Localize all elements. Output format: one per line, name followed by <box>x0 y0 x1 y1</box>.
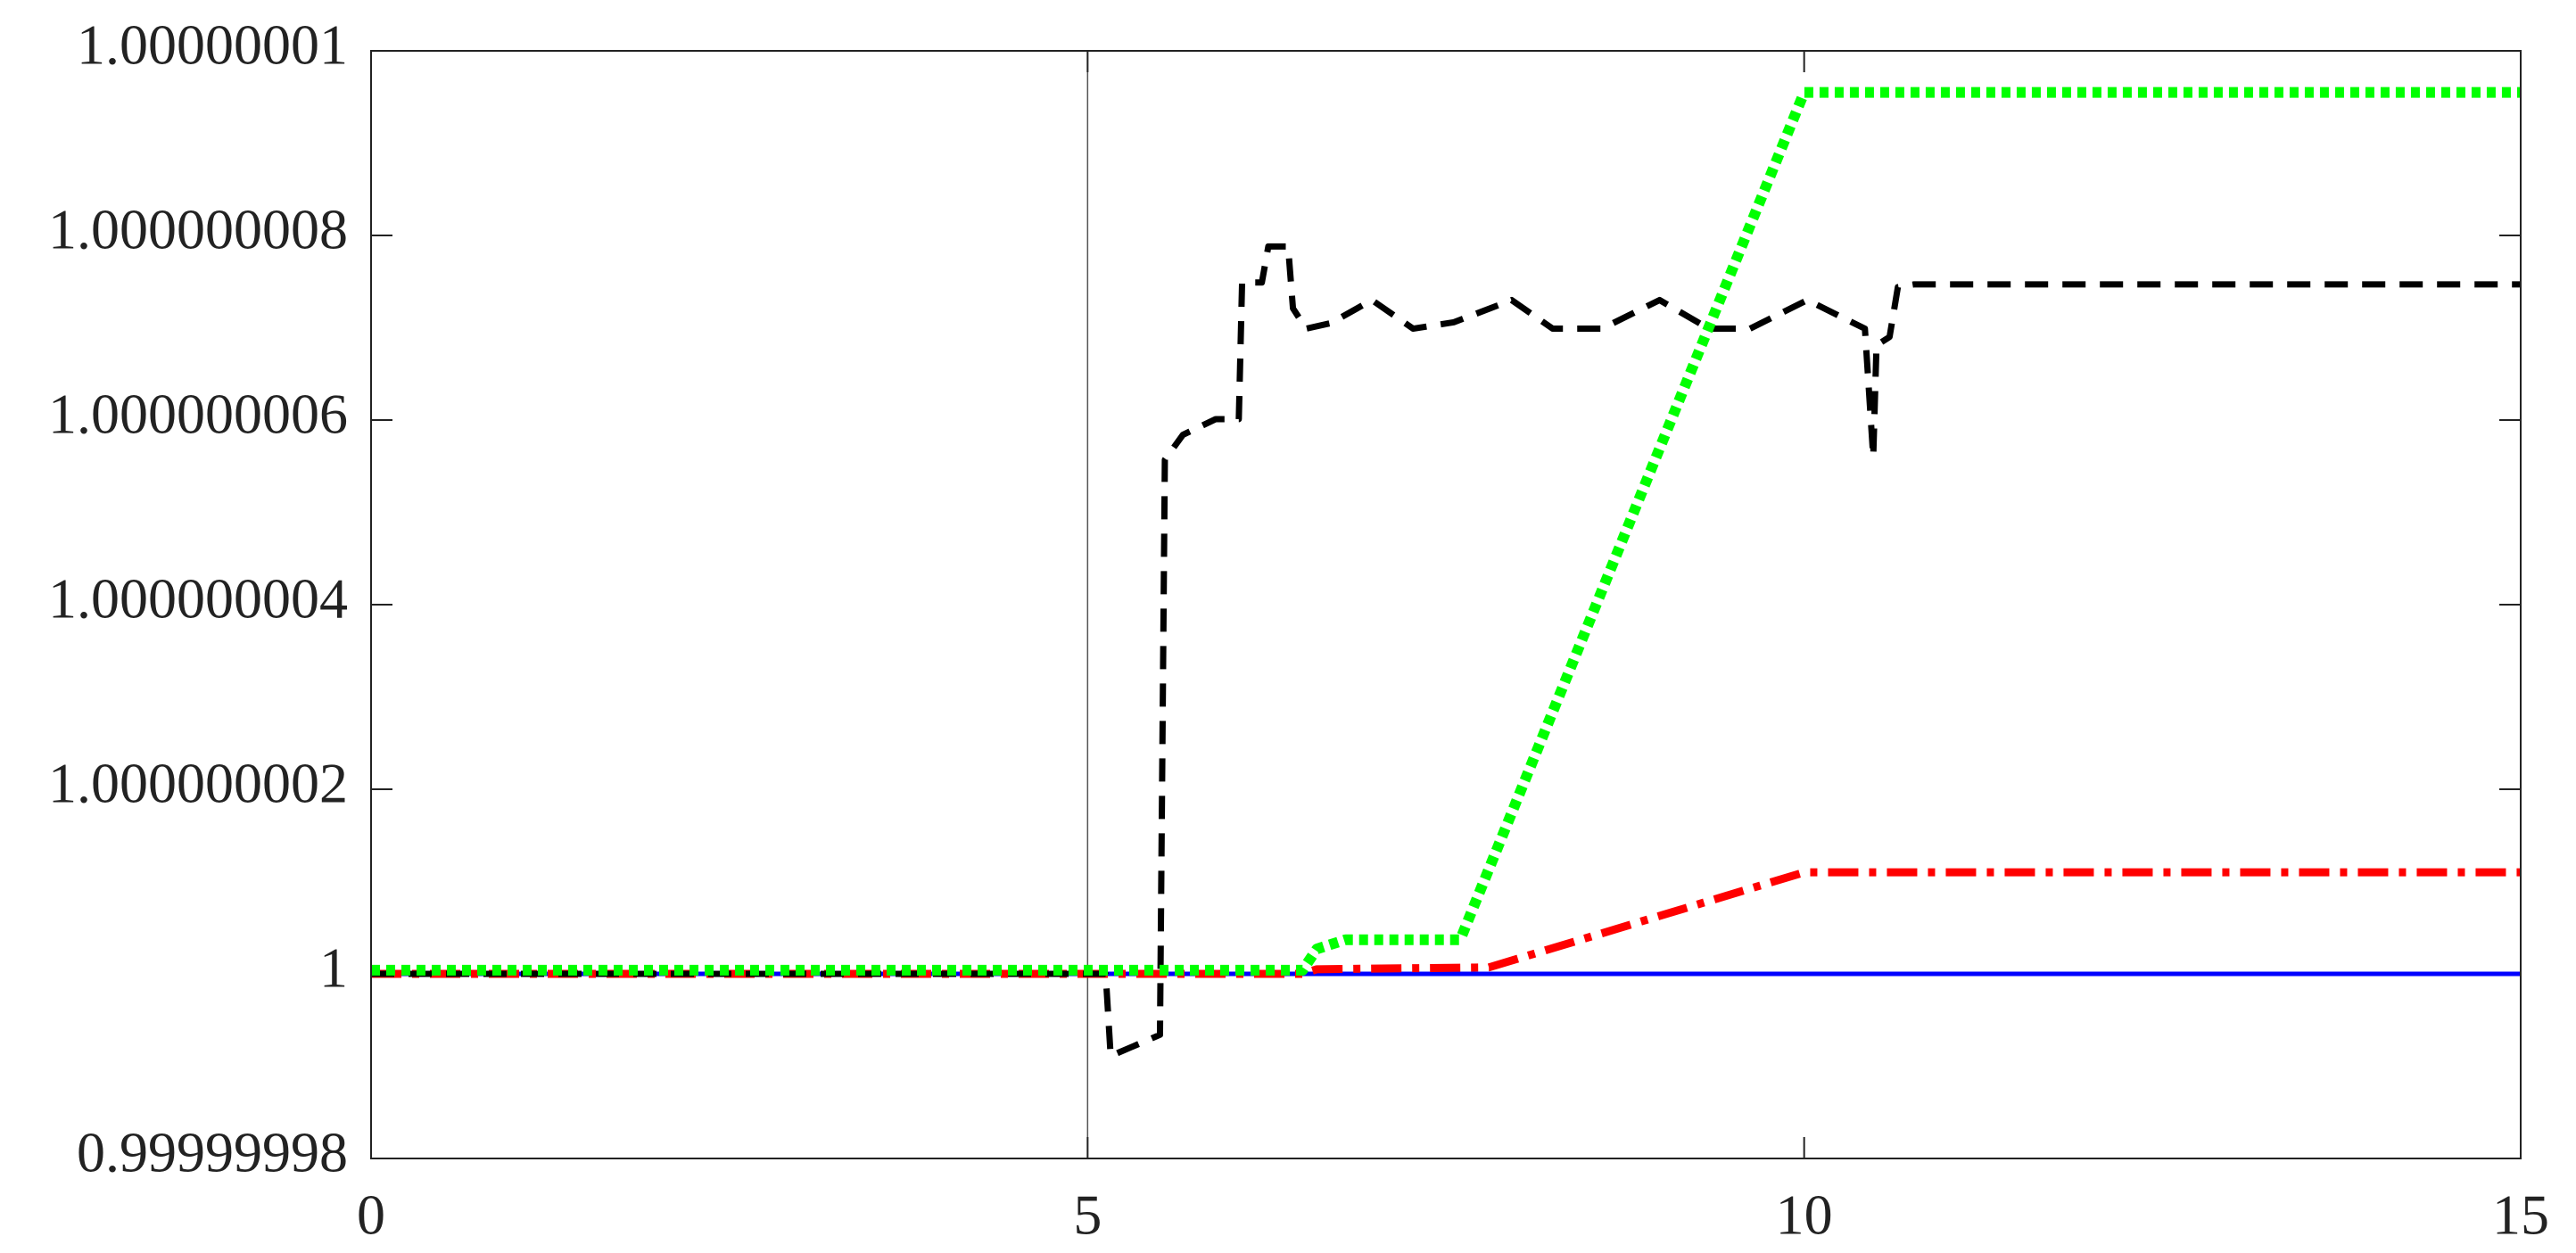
y-tick-label: 1.000000006 <box>48 383 348 446</box>
x-tick-label: 15 <box>2492 1183 2549 1247</box>
plot-frame <box>370 50 2522 1159</box>
y-tick-label: 1.00000001 <box>77 13 348 77</box>
y-tick-label: 1 <box>319 936 348 1000</box>
y-tick-label: 1.000000004 <box>48 567 348 631</box>
y-tick-label: 1.000000008 <box>48 198 348 261</box>
data-line <box>371 243 2521 1059</box>
y-tick-label: 1.000000002 <box>48 752 348 815</box>
y-tick-label: 0.99999998 <box>77 1121 348 1184</box>
data-line <box>371 868 2521 978</box>
x-tick-label: 10 <box>1776 1183 1833 1247</box>
x-tick-label: 0 <box>357 1183 385 1247</box>
x-tick-label: 5 <box>1073 1183 1102 1247</box>
data-line <box>371 87 2521 976</box>
